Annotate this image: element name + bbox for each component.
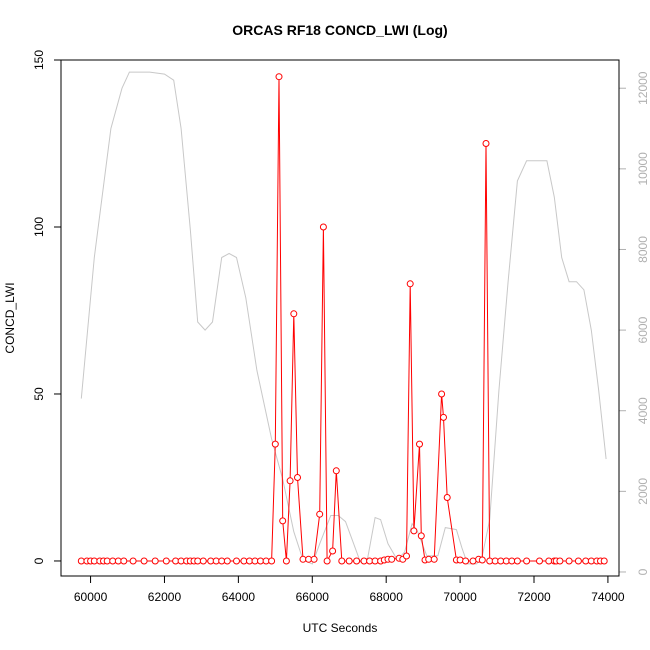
series-left-point <box>416 440 423 448</box>
series-left-point <box>109 557 117 565</box>
series-left-point <box>508 557 516 565</box>
series-left-point <box>406 280 414 288</box>
series-left-point <box>574 557 582 565</box>
series-left-point <box>403 552 410 560</box>
series-left-point <box>523 557 531 565</box>
series-left-point <box>388 555 396 563</box>
series-left-point <box>319 223 327 231</box>
series-left-point <box>310 555 318 563</box>
y-tick-label: 100 <box>32 217 46 237</box>
series-right-polyline <box>80 71 607 565</box>
x-tick-label: 72000 <box>517 590 551 604</box>
x-tick-label: 68000 <box>370 590 404 604</box>
series-left-point <box>151 557 159 565</box>
series-left-point <box>223 557 231 565</box>
series-left-point <box>140 557 148 565</box>
series-left-point <box>275 73 283 81</box>
y-tick-label: 50 <box>32 387 46 401</box>
series-left-point <box>271 440 279 448</box>
x-tick-label: 70000 <box>443 590 477 604</box>
y2-tick-label: 10000 <box>636 152 650 186</box>
series-left-point <box>286 477 294 485</box>
y-axis-label: CONCD_LWI <box>3 282 17 353</box>
x-tick-label: 66000 <box>296 590 330 604</box>
series-left-polyline <box>81 76 605 563</box>
series-left-point <box>600 557 608 565</box>
y-tick-label: 0 <box>32 557 46 564</box>
series-left-point <box>443 494 451 501</box>
x-tick-label: 74000 <box>591 590 625 604</box>
x-tick-label: 60000 <box>74 590 108 604</box>
series-left-point <box>417 532 425 540</box>
series-left-point <box>199 557 207 565</box>
y2-tick-label: 4000 <box>636 397 650 424</box>
series-left-point <box>282 557 290 565</box>
series-left-point <box>438 390 446 398</box>
series-left-point <box>294 474 301 481</box>
series-left-point <box>565 557 573 565</box>
x-tick-label: 62000 <box>148 590 182 604</box>
y2-tick-label: 0 <box>636 568 650 575</box>
series-left-point <box>329 547 337 555</box>
series-left-point <box>478 556 486 564</box>
series-left-point <box>233 557 240 565</box>
series-left-point <box>268 557 276 565</box>
chart-title: ORCAS RF18 CONCD_LWI (Log) <box>232 22 447 38</box>
series-left-point <box>338 557 346 565</box>
series-left-point <box>162 557 170 565</box>
series-left-point <box>410 527 418 535</box>
y2-tick-label: 6000 <box>636 316 650 343</box>
y-axis: 0 50 100 150 <box>32 50 61 564</box>
series-left-point <box>536 557 543 565</box>
x-axis-label: UTC Seconds <box>303 621 378 635</box>
y-tick-label: 150 <box>32 50 46 70</box>
x-axis: 60000 62000 64000 66000 68000 70000 72000 74000 <box>74 576 625 604</box>
series-left-point <box>345 557 353 565</box>
series-left-point <box>513 557 521 565</box>
series-left-point <box>430 555 438 563</box>
series-left-point <box>462 557 470 565</box>
series-left-point <box>316 510 324 518</box>
series-left-point <box>556 557 564 565</box>
series-left-point <box>482 140 490 147</box>
series-left-point <box>290 310 298 318</box>
y2-tick-label: 8000 <box>636 236 650 263</box>
series-left-point <box>129 557 137 565</box>
series-left-point <box>120 557 128 565</box>
y2-tick-label: 2000 <box>636 478 650 505</box>
series-left-point <box>469 557 477 565</box>
x-tick-label: 64000 <box>222 590 256 604</box>
series-left-point <box>323 557 331 565</box>
series-left-point <box>332 467 340 475</box>
series-right-line <box>80 71 607 565</box>
right-axis: 0 2000 4000 6000 8000 10000 12000 <box>619 71 650 575</box>
series-left-point <box>456 556 464 564</box>
series-left-point <box>353 557 361 565</box>
series-left <box>77 73 608 565</box>
plot-frame <box>60 59 620 577</box>
series-left-point <box>279 517 287 525</box>
series-left-point <box>440 413 447 421</box>
y2-tick-label: 12000 <box>636 71 650 105</box>
